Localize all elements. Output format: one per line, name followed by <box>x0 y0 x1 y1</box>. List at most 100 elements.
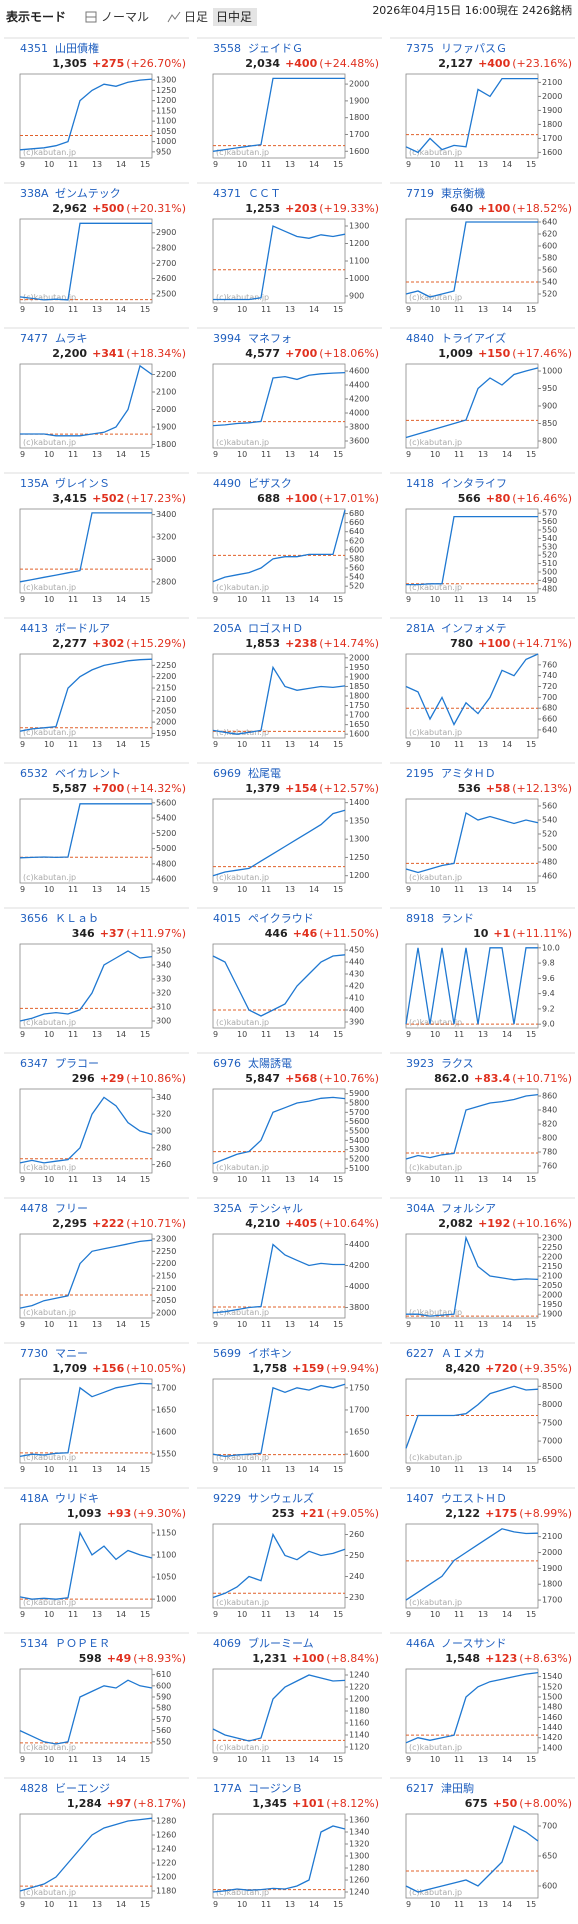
y-tick-label: 680 <box>542 704 557 713</box>
intraday-button[interactable]: 日中足 <box>213 8 257 26</box>
x-tick-label: 10 <box>44 1465 54 1474</box>
y-tick-label: 800 <box>542 437 557 446</box>
price-line: 2,127 +400 (+23.16%) <box>438 57 572 70</box>
x-tick-label: 10 <box>44 885 54 894</box>
stock-panel: 7730 マニー 1,709 +156 (+10.05%) 1700 1650 1600 155… <box>4 1342 189 1474</box>
y-tick-label: 10.0 <box>542 943 560 952</box>
intraday-label[interactable]: 日中足 <box>216 9 252 24</box>
stock-code: 135A <box>20 477 49 490</box>
watermark: (c)kabutan.jp <box>23 293 76 302</box>
change: +123 <box>485 1652 517 1665</box>
x-tick-label: 13 <box>478 740 488 749</box>
y-tick-label: 2150 <box>156 684 176 693</box>
y-tick-label: 9.2 <box>542 1004 555 1013</box>
y-tick-label: 950 <box>542 384 557 393</box>
y-tick-label: 780 <box>542 1148 557 1157</box>
y-tick-label: 1700 <box>349 130 369 139</box>
plot-frame <box>212 798 346 884</box>
watermark: (c)kabutan.jp <box>23 1453 76 1462</box>
price-line-series <box>212 1243 345 1314</box>
x-tick-label: 9 <box>20 1755 25 1764</box>
y-tick-label: 320 <box>156 1110 171 1119</box>
change: +159 <box>292 1362 324 1375</box>
x-tick-label: 14 <box>502 1900 512 1909</box>
stock-code: 281A <box>406 622 435 635</box>
stock-panel: 5134 ＰＯＰＥＲ 598 +49 (+8.93%) 610 600 590 580 570 56… <box>4 1632 189 1764</box>
stock-name: トライアイズ <box>441 331 506 345</box>
y-tick-label: 420 <box>349 982 364 991</box>
y-tick-label: 2250 <box>156 1247 176 1256</box>
x-tick-label: 15 <box>526 595 536 604</box>
x-tick-label: 10 <box>430 1755 440 1764</box>
x-tick-label: 13 <box>92 1175 102 1184</box>
x-tick-label: 15 <box>526 1755 536 1764</box>
price-line-series <box>405 653 539 726</box>
stock-code: 304A <box>406 1202 435 1215</box>
x-tick-label: 9 <box>20 305 25 314</box>
x-tick-label: 9 <box>213 595 218 604</box>
normal-label[interactable]: ノーマル <box>101 10 149 24</box>
y-tick-label: 1650 <box>349 1428 369 1437</box>
x-tick-label: 13 <box>285 1030 295 1039</box>
x-tick-label: 13 <box>478 885 488 894</box>
stock-name: ビザスク <box>248 477 292 490</box>
x-tick-label: 15 <box>140 305 150 314</box>
watermark: (c)kabutan.jp <box>23 873 76 882</box>
x-tick-label: 9 <box>213 1900 218 1909</box>
y-tick-label: 1240 <box>349 1888 369 1897</box>
x-tick-label: 13 <box>92 1610 102 1619</box>
y-tick-label: 2000 <box>156 405 176 414</box>
x-tick-label: 13 <box>478 1900 488 1909</box>
change: +97 <box>107 1797 132 1810</box>
y-tick-label: 2800 <box>156 244 176 253</box>
change: +302 <box>92 637 124 650</box>
x-tick-label: 14 <box>502 885 512 894</box>
change: +341 <box>92 347 124 360</box>
stock-code: 2195 <box>406 767 434 780</box>
price: 862.0 <box>434 1072 469 1085</box>
y-tick-label: 600 <box>542 1882 557 1891</box>
y-tick-label: 5000 <box>156 844 176 853</box>
price-line-series <box>19 1530 153 1600</box>
x-tick-label: 15 <box>333 1175 343 1184</box>
stock-code: 4490 <box>213 477 241 490</box>
x-tick-label: 14 <box>309 885 319 894</box>
daily-label[interactable]: 日足 <box>184 10 208 24</box>
x-tick-label: 11 <box>454 1320 464 1329</box>
y-tick-label: 410 <box>349 994 364 1003</box>
x-tick-label: 10 <box>237 1175 247 1184</box>
plot-frame <box>405 1378 539 1464</box>
x-tick-label: 9 <box>20 1465 25 1474</box>
daily-button[interactable]: 日足 <box>167 10 208 24</box>
x-tick-label: 10 <box>430 595 440 604</box>
y-tick-label: 1050 <box>156 1573 176 1582</box>
change: +100 <box>285 492 318 505</box>
x-tick-label: 10 <box>44 305 54 314</box>
x-tick-label: 9 <box>406 305 411 314</box>
y-tick-label: 5500 <box>349 1127 369 1136</box>
price-line: 1,709 +156 (+10.05%) <box>52 1362 186 1375</box>
y-tick-label: 1550 <box>156 1450 176 1459</box>
normal-button[interactable]: ノーマル <box>85 10 149 24</box>
stock-code: 3923 <box>406 1057 434 1070</box>
x-tick-label: 15 <box>526 1175 536 1184</box>
y-tick-label: 1650 <box>156 1405 176 1414</box>
stock-panel: 325A テンシャル 4,210 +405 (+10.64%) 4400 4200 4000 3… <box>197 1197 382 1329</box>
x-tick-label: 13 <box>285 1175 295 1184</box>
plot-frame <box>405 1523 539 1609</box>
x-tick-label: 15 <box>526 160 536 169</box>
y-tick-label: 1500 <box>542 1693 562 1702</box>
change: +700 <box>285 347 318 360</box>
stock-name: 東京衡機 <box>441 187 485 200</box>
x-tick-label: 14 <box>309 1755 319 1764</box>
stock-code: 4478 <box>20 1202 48 1215</box>
stock-code: 325A <box>213 1202 242 1215</box>
percent: (+8.84%) <box>326 1652 379 1665</box>
y-tick-label: 280 <box>156 1143 171 1152</box>
x-tick-label: 10 <box>237 1465 247 1474</box>
x-tick-label: 15 <box>333 885 343 894</box>
stock-name: アミタＨＤ <box>441 767 496 780</box>
y-tick-label: 2100 <box>542 1272 562 1281</box>
price-line: 5,587 +700 (+14.32%) <box>52 782 186 795</box>
